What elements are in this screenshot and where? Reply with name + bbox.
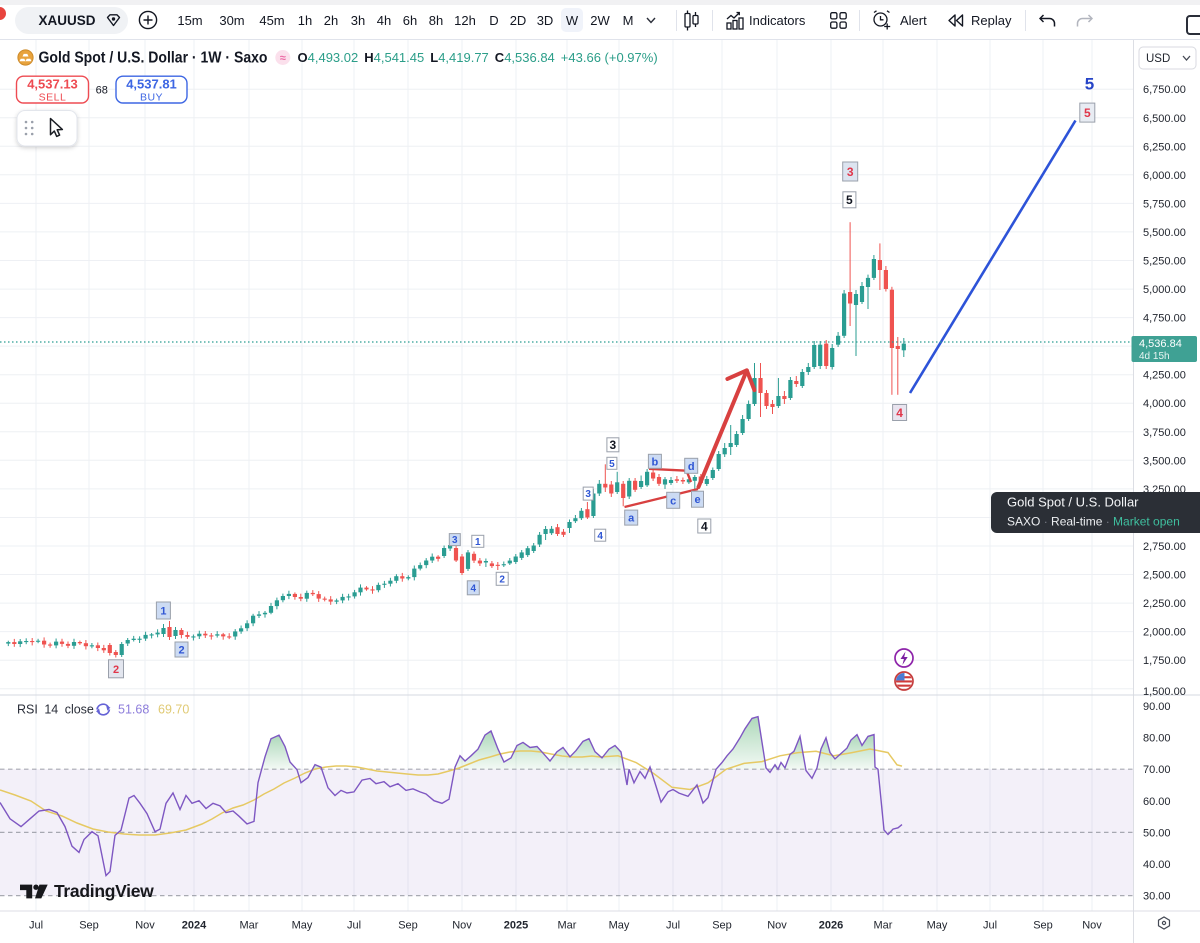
svg-text:2: 2 <box>113 664 119 676</box>
svg-text:Gold Spot / U.S. Dollar · 1W ·: Gold Spot / U.S. Dollar · 1W · Saxo <box>39 50 268 67</box>
svg-text:Nov: Nov <box>452 920 472 932</box>
svg-text:May: May <box>292 920 313 932</box>
svg-text:4,750.00: 4,750.00 <box>1143 313 1186 325</box>
svg-text:3,500.00: 3,500.00 <box>1143 455 1186 467</box>
svg-text:4,000.00: 4,000.00 <box>1143 398 1186 410</box>
svg-text:2,500.00: 2,500.00 <box>1143 570 1186 582</box>
svg-text:Jul: Jul <box>666 920 680 932</box>
svg-text:80.00: 80.00 <box>1143 733 1171 745</box>
svg-text:5,500.00: 5,500.00 <box>1143 227 1186 239</box>
svg-text:4d 15h: 4d 15h <box>1139 351 1170 362</box>
svg-text:May: May <box>609 920 630 932</box>
svg-text:Sep: Sep <box>712 920 732 932</box>
svg-text:4: 4 <box>597 531 603 542</box>
svg-text:2024: 2024 <box>182 920 207 932</box>
svg-text:5,250.00: 5,250.00 <box>1143 256 1186 268</box>
svg-text:69.70: 69.70 <box>158 703 189 717</box>
svg-text:5: 5 <box>609 459 615 470</box>
svg-text:5: 5 <box>1085 75 1094 94</box>
svg-text:5,750.00: 5,750.00 <box>1143 198 1186 210</box>
svg-text:a: a <box>628 513 635 525</box>
svg-text:Jul: Jul <box>983 920 997 932</box>
svg-text:2,000.00: 2,000.00 <box>1143 627 1186 639</box>
svg-text:6,250.00: 6,250.00 <box>1143 141 1186 153</box>
svg-text:Sep: Sep <box>398 920 418 932</box>
svg-text:90.00: 90.00 <box>1143 701 1171 713</box>
svg-text:68: 68 <box>96 85 108 97</box>
svg-text:3: 3 <box>585 489 591 500</box>
svg-text:Sep: Sep <box>1033 920 1053 932</box>
svg-text:2: 2 <box>178 645 184 657</box>
svg-text:3: 3 <box>610 438 617 452</box>
svg-text:Nov: Nov <box>135 920 155 932</box>
svg-text:Gold Spot / U.S. Dollar: Gold Spot / U.S. Dollar <box>1007 495 1139 510</box>
svg-text:d: d <box>688 461 695 473</box>
svg-text:60.00: 60.00 <box>1143 796 1171 808</box>
svg-text:4,537.81: 4,537.81 <box>126 77 177 92</box>
svg-text:Nov: Nov <box>1082 920 1102 932</box>
svg-text:Mar: Mar <box>240 920 259 932</box>
svg-text:SELL: SELL <box>39 91 67 103</box>
svg-text:4,537.13: 4,537.13 <box>27 77 78 92</box>
svg-text:5: 5 <box>1084 106 1091 120</box>
svg-text:2026: 2026 <box>819 920 843 932</box>
svg-text:May: May <box>927 920 948 932</box>
svg-text:Jul: Jul <box>347 920 361 932</box>
svg-text:RSI 14 close: RSI 14 close <box>17 703 94 717</box>
svg-text:TradingView: TradingView <box>54 881 154 901</box>
svg-text:5,000.00: 5,000.00 <box>1143 284 1186 296</box>
svg-text:6,000.00: 6,000.00 <box>1143 170 1186 182</box>
svg-text:Sep: Sep <box>79 920 99 932</box>
svg-text:Jul: Jul <box>29 920 43 932</box>
svg-text:1,750.00: 1,750.00 <box>1143 655 1186 667</box>
svg-text:BUY: BUY <box>140 91 163 103</box>
svg-text:4,250.00: 4,250.00 <box>1143 370 1186 382</box>
svg-text:≈: ≈ <box>280 53 286 65</box>
svg-text:b: b <box>652 456 659 468</box>
svg-text:1: 1 <box>160 606 166 618</box>
svg-text:4,536.84: 4,536.84 <box>1139 338 1182 350</box>
svg-text:4: 4 <box>896 406 903 420</box>
svg-text:1,500.00: 1,500.00 <box>1143 686 1186 698</box>
svg-text:e: e <box>694 494 700 506</box>
svg-text:3: 3 <box>847 165 854 179</box>
svg-text:70.00: 70.00 <box>1143 764 1171 776</box>
svg-text:51.68: 51.68 <box>118 703 149 717</box>
svg-text:3,750.00: 3,750.00 <box>1143 427 1186 439</box>
svg-text:6,500.00: 6,500.00 <box>1143 113 1186 125</box>
svg-text:50.00: 50.00 <box>1143 827 1171 839</box>
svg-text:USD: USD <box>1146 53 1170 65</box>
svg-text:Nov: Nov <box>767 920 787 932</box>
svg-text:30.00: 30.00 <box>1143 891 1171 903</box>
svg-text:3: 3 <box>452 535 458 546</box>
svg-text:2,750.00: 2,750.00 <box>1143 541 1186 553</box>
svg-text:4: 4 <box>701 519 708 533</box>
svg-text:Mar: Mar <box>558 920 577 932</box>
svg-text:Mar: Mar <box>874 920 893 932</box>
svg-text:2025: 2025 <box>504 920 528 932</box>
svg-text:c: c <box>670 495 676 507</box>
svg-text:6,750.00: 6,750.00 <box>1143 84 1186 96</box>
svg-text:2: 2 <box>499 574 505 585</box>
svg-text:2,250.00: 2,250.00 <box>1143 598 1186 610</box>
svg-text:5: 5 <box>846 193 853 207</box>
svg-text:1: 1 <box>475 537 481 548</box>
svg-text:4: 4 <box>471 583 477 594</box>
svg-text:40.00: 40.00 <box>1143 859 1171 871</box>
svg-text:SAXO · Real-time · Market op: SAXO · Real-time · Market open <box>1007 515 1180 529</box>
